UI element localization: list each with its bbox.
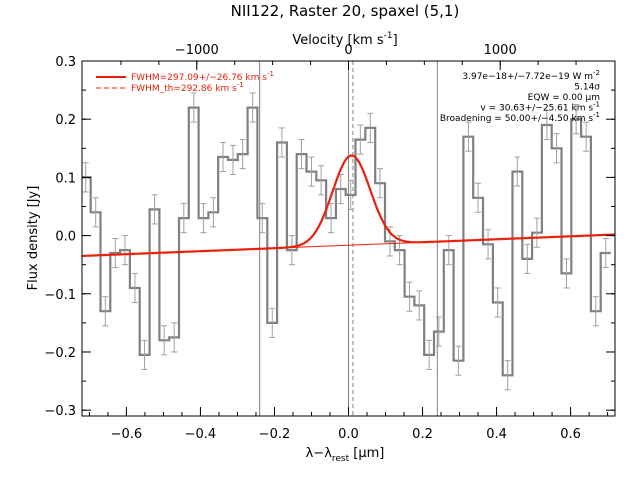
error-bar-16 (239, 139, 246, 170)
error-bar-51 (583, 121, 590, 152)
y-tick-label: 0.1 (55, 171, 76, 186)
error-bar-49 (563, 258, 570, 289)
error-bar-44 (514, 156, 521, 187)
x-axis-label: λ−λrest [μm] (306, 446, 385, 464)
y-axis-label: Flux density [Jy] (26, 186, 41, 291)
legend-sup: -1 (237, 81, 244, 89)
y-tick-label: 0.0 (55, 230, 76, 245)
annotation-text: 3.97e−18+/−7.72e−19 W m (462, 72, 593, 82)
error-bar-24 (318, 165, 325, 196)
legend-label-0: FWHM=297.09+/−26.76 km s-1 (131, 70, 274, 83)
error-bar-27 (347, 179, 354, 210)
error-bar-2 (102, 296, 109, 327)
error-bar-45 (524, 243, 531, 274)
top-x-tick-label: 0 (344, 43, 352, 58)
legend-sup: -1 (267, 70, 274, 78)
error-bar-42 (494, 287, 501, 318)
annotation-4: Broadening = 50.00+/−4.50 km s-1 (440, 111, 600, 124)
axes: −0.6 −0.4 −0.2 0.0 0.2 0.4 0.6 −0.3 −0.2 −0.1 0.0 0… (44, 43, 616, 442)
y-tick-label: −0.2 (44, 346, 76, 361)
error-bar-18 (259, 203, 266, 234)
annotation-1: 5.14σ (574, 83, 600, 93)
error-bar-9 (171, 322, 178, 353)
x-tick-label: −0.6 (111, 427, 143, 442)
error-bar-28 (357, 124, 364, 155)
legend-label-1: FWHM_th=292.86 km s-1 (131, 81, 244, 94)
x-axis-label-sub: rest (332, 454, 350, 464)
top-x-tick-label: −1000 (175, 43, 219, 58)
plot-area (81, 61, 616, 416)
top-x-tick-label: 1000 (484, 43, 517, 58)
annotation-sup: -1 (593, 111, 600, 119)
error-bar-12 (200, 203, 207, 234)
legend-text: FWHM_th=292.86 km s (131, 84, 237, 94)
annotation-0: 3.97e−18+/−7.72e−19 W m-2 (462, 69, 600, 82)
error-bar-22 (298, 139, 305, 170)
error-bar-21 (288, 235, 295, 266)
annotation-text: 5.14σ (574, 83, 600, 93)
y-tick-label: 0.3 (55, 55, 76, 70)
annotation-sup: -2 (593, 69, 600, 77)
error-bar-34 (416, 290, 423, 321)
error-bar-1 (92, 197, 99, 228)
top-x-axis-label-sup: -1 (384, 31, 393, 41)
annotation-text: EQW = 0.00 μm (528, 93, 600, 103)
error-bar-47 (543, 109, 550, 141)
annotation-2: EQW = 0.00 μm (528, 93, 600, 103)
legend-text: FWHM=297.09+/−26.76 km s (131, 73, 267, 83)
error-bar-7 (151, 194, 158, 225)
error-bar-20 (278, 127, 285, 158)
error-bar-4 (121, 235, 128, 266)
error-bar-38 (455, 345, 462, 376)
x-tick-label: 0.0 (338, 427, 359, 442)
spectrum-histogram (82, 106, 611, 377)
chart-title: NII122, Raster 20, spaxel (5,1) (231, 2, 460, 20)
error-bar-40 (475, 182, 482, 213)
error-bar-13 (210, 197, 217, 228)
error-bar-35 (426, 339, 433, 370)
error-bar-14 (220, 141, 227, 173)
error-bar-23 (308, 156, 315, 187)
error-bar-5 (131, 272, 138, 304)
y-tick-label: −0.1 (44, 288, 76, 303)
x-tick-label: −0.4 (185, 427, 217, 442)
x-tick-label: 0.4 (486, 427, 507, 442)
annotation-text: Broadening = 50.00+/−4.50 km s (440, 114, 593, 124)
error-bar-39 (465, 121, 472, 152)
error-bar-10 (180, 203, 187, 234)
error-bar-48 (553, 133, 560, 164)
fit-curve (81, 154, 616, 258)
top-x-axis-label: Velocity [km s-1] (292, 31, 397, 48)
annotation-sup: -1 (593, 101, 600, 109)
error-bar-41 (485, 229, 492, 260)
error-bar-6 (141, 339, 148, 370)
legend: FWHM=297.09+/−26.76 km s-1FWHM_th=292.86… (96, 70, 274, 94)
y-tick-label: −0.3 (44, 404, 76, 419)
error-bar-3 (112, 238, 119, 269)
error-bar-15 (230, 144, 237, 175)
annotation-text: v = 30.63+/−25.61 km s (480, 104, 593, 114)
error-bar-29 (367, 112, 374, 143)
error-bar-33 (406, 281, 413, 312)
error-bar-46 (533, 217, 540, 248)
x-tick-label: 0.6 (560, 427, 581, 442)
error-bar-17 (249, 92, 256, 123)
error-bar-53 (602, 238, 609, 269)
error-bar-8 (161, 325, 168, 356)
annotation-3: v = 30.63+/−25.61 km s-1 (480, 101, 600, 114)
x-tick-label: −0.2 (259, 427, 291, 442)
error-bar-43 (504, 360, 511, 391)
error-bar-52 (592, 296, 599, 327)
error-bar-50 (573, 104, 580, 135)
error-bar-30 (376, 168, 383, 199)
y-tick-label: 0.2 (55, 113, 76, 128)
x-tick-label: 0.2 (412, 427, 433, 442)
error-bar-36 (435, 316, 442, 347)
error-bar-19 (269, 307, 276, 338)
error-bar-11 (190, 92, 197, 123)
